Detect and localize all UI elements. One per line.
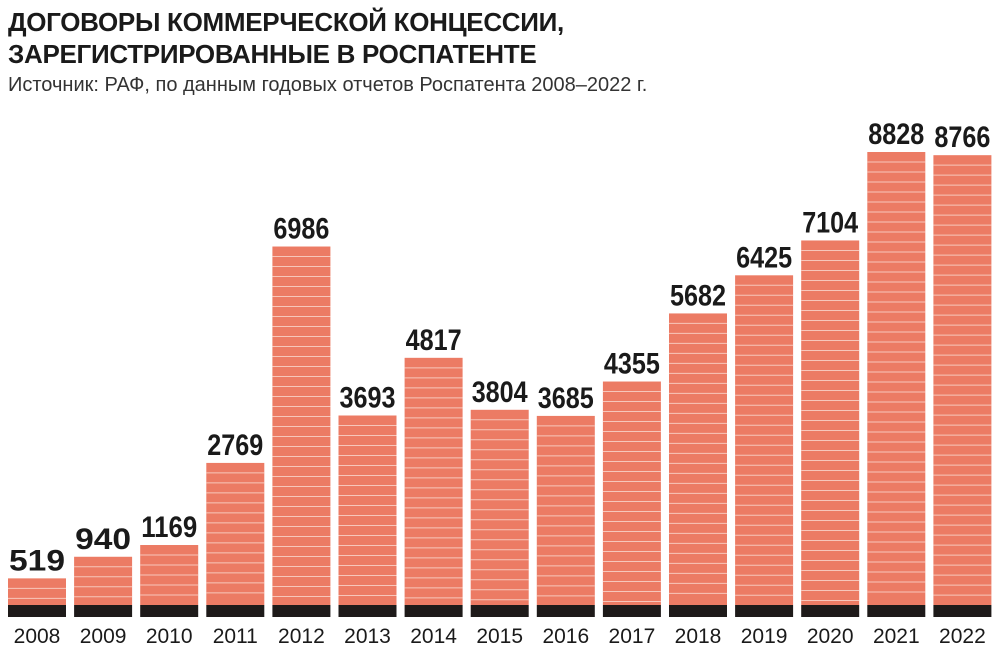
bar-group-2021: 8828 2021 [867,118,926,648]
bar-base [470,605,529,617]
value-label-2011: 2769 [207,429,263,462]
chart-source: Источник: РАФ, по данным годовых отчетов… [8,74,648,96]
bar-group-2008: 519 2008 [8,544,66,648]
x-tick-2013: 2013 [344,625,391,648]
value-label-2008: 519 [9,544,65,577]
bar-2020 [801,240,860,605]
bar-base [669,605,727,617]
bar-2018 [669,313,727,605]
bar-group-2010: 1169 2010 [140,511,199,648]
bar-base [801,605,860,617]
bar-2019 [735,275,794,605]
value-label-2018: 5682 [670,279,726,312]
value-label-2009: 940 [75,523,131,556]
bar-2017 [602,381,661,605]
bar-base [404,605,463,617]
x-tick-2016: 2016 [542,625,589,648]
bar-group-2018: 5682 2018 [669,279,727,648]
value-label-2017: 4355 [604,348,660,381]
bar-base [8,605,66,617]
bar-base [74,605,133,617]
bar-base [536,605,595,617]
x-tick-2019: 2019 [741,625,788,648]
bar-base [933,605,992,617]
bar-group-2017: 4355 2017 [602,348,661,648]
bar-2009 [74,556,133,605]
x-tick-2011: 2011 [213,625,258,648]
bar-group-2011: 2769 2011 [206,429,265,648]
x-tick-2021: 2021 [873,625,920,648]
x-tick-2015: 2015 [476,625,523,648]
x-tick-2018: 2018 [675,625,722,648]
chart-title: ДОГОВОРЫ КОММЕРЧЕСКОЙ КОНЦЕССИИ, ЗАРЕГИС… [8,6,564,70]
bar-2008 [8,578,66,605]
chart-title-line-2: ЗАРЕГИСТРИРОВАННЫЕ В РОСПАТЕНТЕ [8,39,537,69]
bar-group-2022: 8766 2022 [933,121,992,648]
value-label-2021: 8828 [868,118,924,151]
x-tick-2012: 2012 [278,625,325,648]
value-label-2016: 3685 [538,382,594,415]
bar-2015 [470,409,529,605]
value-label-2010: 1169 [141,511,197,544]
x-tick-2010: 2010 [146,625,193,648]
value-label-2013: 3693 [340,381,396,414]
bar-2012 [272,246,331,605]
x-tick-2009: 2009 [80,625,127,648]
value-label-2015: 3804 [472,376,528,409]
x-tick-2008: 2008 [14,625,61,648]
bar-base [867,605,926,617]
bar-2022 [933,155,992,606]
value-label-2019: 6425 [736,241,792,274]
bar-base [140,605,199,617]
x-tick-2017: 2017 [609,625,656,648]
value-label-2020: 7104 [802,206,858,239]
bar-2013 [338,415,397,605]
bar-base [272,605,331,617]
bar-group-2020: 7104 2020 [801,206,860,648]
x-tick-2014: 2014 [410,625,457,648]
bar-2016 [536,415,595,605]
bar-group-2009: 940 2009 [74,523,133,648]
bar-group-2019: 6425 2019 [735,241,794,648]
bar-2011 [206,462,265,605]
bar-group-2014: 4817 2014 [404,324,463,648]
value-label-2014: 4817 [406,324,462,357]
x-tick-2022: 2022 [939,625,986,648]
x-tick-2020: 2020 [807,625,854,648]
bar-base [206,605,265,617]
bar-group-2013: 3693 2013 [338,381,397,648]
bar-group-2015: 3804 2015 [470,376,529,648]
bar-2021 [867,152,926,605]
bar-base [602,605,661,617]
bar-group-2012: 6986 2012 [272,213,331,648]
value-label-2022: 8766 [934,121,990,154]
bar-2014 [404,357,463,605]
bar-group-2016: 3685 2016 [536,382,595,648]
bar-base [735,605,794,617]
bar-base [338,605,397,617]
value-label-2012: 6986 [273,213,329,246]
chart-title-line-1: ДОГОВОРЫ КОММЕРЧЕСКОЙ КОНЦЕССИИ, [8,7,564,37]
